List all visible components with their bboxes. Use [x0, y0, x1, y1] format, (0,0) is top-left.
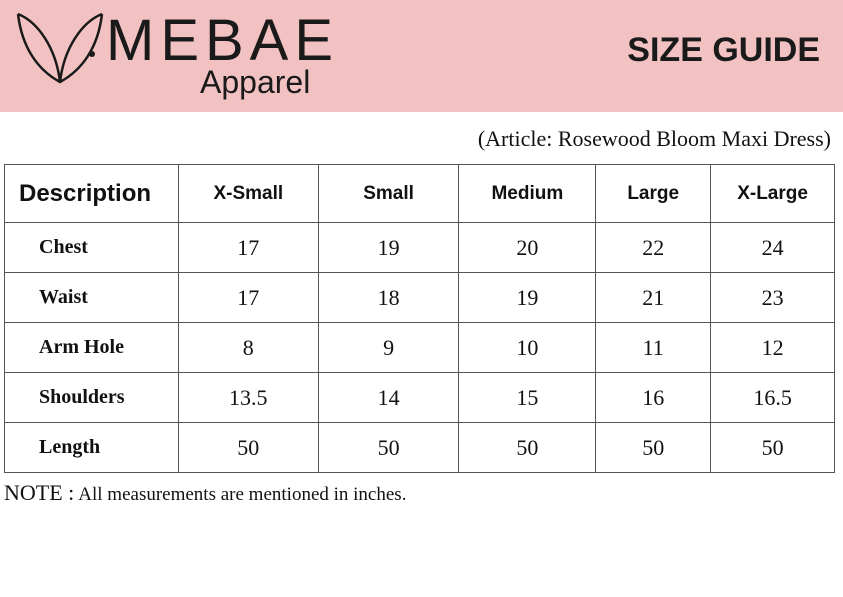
table-cell: 9 [317, 322, 460, 373]
table-cell: 50 [595, 422, 712, 473]
table-cell: 20 [458, 222, 597, 273]
column-header: Small [317, 164, 460, 223]
header-banner: MEBAE Apparel SIZE GUIDE [0, 0, 843, 112]
column-header: Large [595, 164, 712, 223]
row-label: Waist [4, 272, 179, 323]
table-cell: 16 [595, 372, 712, 423]
table-cell: 21 [595, 272, 712, 323]
brand-subtitle: Apparel [200, 64, 311, 100]
brand-name: MEBAE [106, 8, 340, 73]
row-label: Shoulders [4, 372, 179, 423]
table-cell: 23 [710, 272, 835, 323]
note-prefix: NOTE : [4, 480, 75, 505]
table-cell: 17 [177, 222, 319, 273]
table-cell: 8 [177, 322, 319, 373]
table-row: Arm Hole 8 9 10 11 12 [4, 322, 835, 373]
row-label: Arm Hole [4, 322, 179, 373]
note-text: All measurements are mentioned in inches… [78, 484, 407, 505]
table-cell: 15 [458, 372, 597, 423]
table-row: Length 50 50 50 50 50 [4, 422, 835, 473]
table-cell: 50 [317, 422, 460, 473]
row-label: Length [4, 422, 179, 473]
footnote: NOTE : All measurements are mentioned in… [4, 480, 406, 506]
table-cell: 24 [710, 222, 835, 273]
table-cell: 50 [710, 422, 835, 473]
table-header-row: Description X-Small Small Medium Large X… [4, 164, 835, 223]
column-header: X-Large [710, 164, 835, 223]
table-cell: 14 [317, 372, 460, 423]
table-row: Waist 17 18 19 21 23 [4, 272, 835, 323]
table-cell: 50 [177, 422, 319, 473]
table-cell: 50 [458, 422, 597, 473]
table-row: Chest 17 19 20 22 24 [4, 222, 835, 273]
column-header: X-Small [177, 164, 319, 223]
table-row: Shoulders 13.5 14 15 16 16.5 [4, 372, 835, 423]
page-title: SIZE GUIDE [627, 31, 820, 69]
table-cell: 17 [177, 272, 319, 323]
column-header: Medium [458, 164, 597, 223]
table-cell: 10 [458, 322, 597, 373]
table-cell: 13.5 [177, 372, 319, 423]
table-cell: 11 [595, 322, 712, 373]
table-cell: 19 [317, 222, 460, 273]
table-cell: 18 [317, 272, 460, 323]
article-caption: (Article: Rosewood Bloom Maxi Dress) [477, 126, 831, 151]
table-cell: 16.5 [710, 372, 835, 423]
size-table: Description X-Small Small Medium Large X… [4, 164, 835, 473]
leaf-logo-icon [16, 12, 104, 84]
table-cell: 12 [710, 322, 835, 373]
row-label: Chest [4, 222, 179, 273]
table-cell: 22 [595, 222, 712, 273]
table-cell: 19 [458, 272, 597, 323]
column-header: Description [4, 164, 179, 223]
